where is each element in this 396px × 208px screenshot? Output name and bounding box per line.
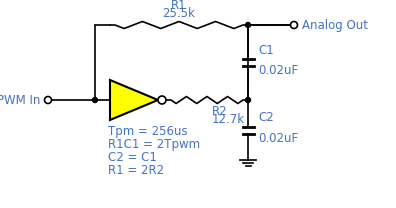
Text: 12.7k: 12.7k	[212, 113, 245, 126]
Circle shape	[246, 22, 251, 27]
Polygon shape	[110, 80, 158, 120]
Text: 0.02uF: 0.02uF	[258, 132, 298, 145]
Text: R2: R2	[212, 105, 228, 118]
Text: R1: R1	[171, 0, 187, 12]
Text: PWM In: PWM In	[0, 94, 40, 106]
Text: 0.02uF: 0.02uF	[258, 64, 298, 78]
Text: R1C1 = 2Tpwm: R1C1 = 2Tpwm	[108, 138, 200, 151]
Circle shape	[93, 98, 97, 103]
Text: C1: C1	[258, 43, 274, 57]
Text: Analog Out: Analog Out	[302, 19, 368, 31]
Circle shape	[291, 21, 297, 28]
Text: C2 = C1: C2 = C1	[108, 151, 157, 164]
Circle shape	[246, 98, 251, 103]
Text: C2: C2	[258, 111, 274, 124]
Text: R1 = 2R2: R1 = 2R2	[108, 164, 164, 177]
Text: 25.5k: 25.5k	[163, 7, 196, 20]
Circle shape	[44, 97, 51, 104]
Text: Tpm = 256us: Tpm = 256us	[108, 125, 188, 138]
Circle shape	[158, 96, 166, 104]
